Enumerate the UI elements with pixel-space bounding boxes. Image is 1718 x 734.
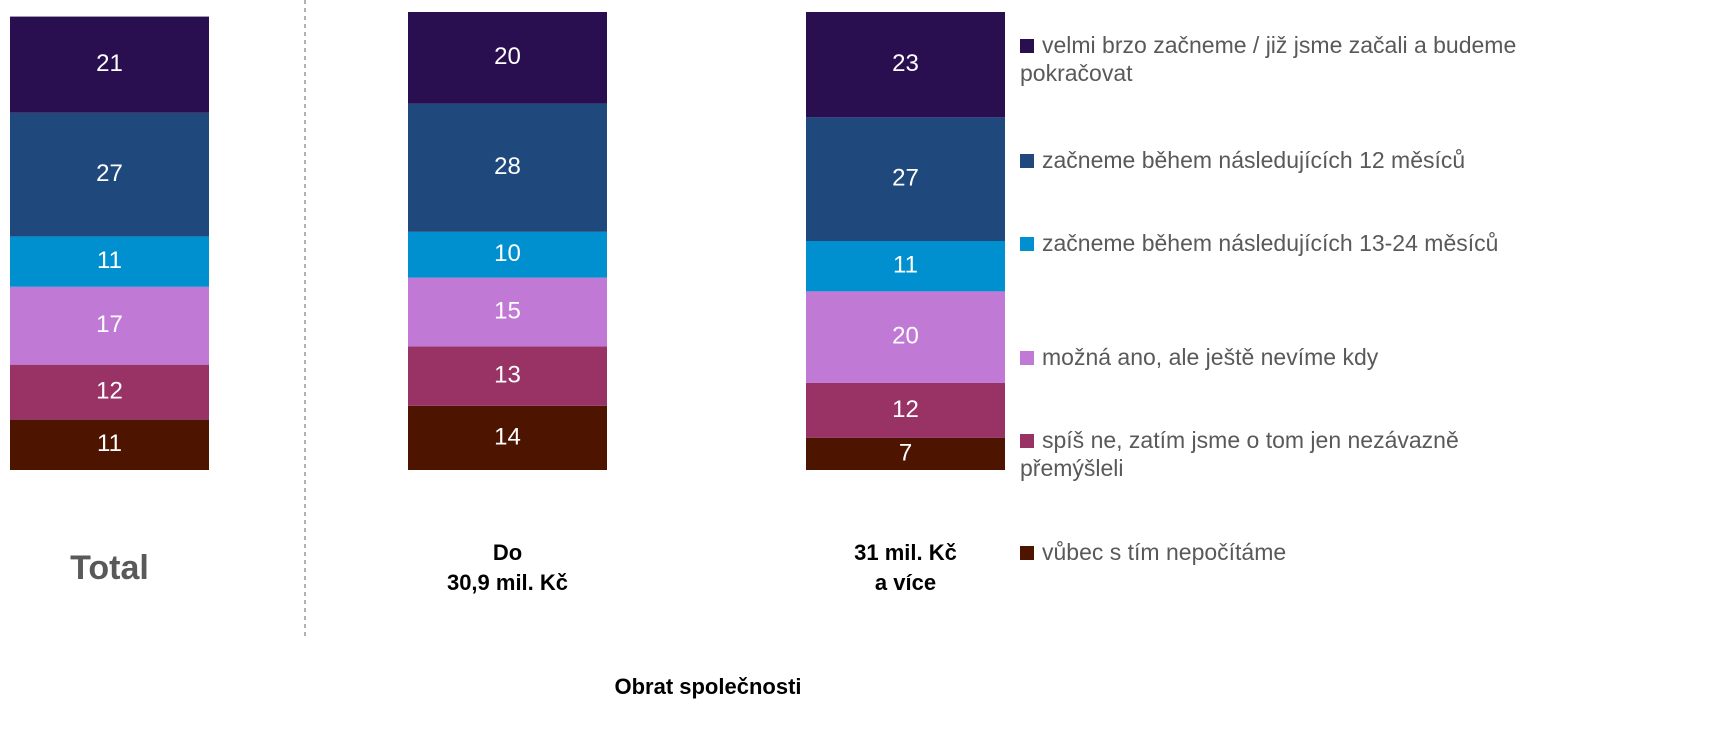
bar-segment bbox=[10, 112, 209, 237]
bar-segment bbox=[10, 364, 209, 420]
data-label: 13 bbox=[494, 361, 521, 388]
bar-segment bbox=[10, 236, 209, 287]
legend-item: začneme během následujících 12 měsíců bbox=[1020, 146, 1540, 174]
data-label: 17 bbox=[96, 311, 123, 338]
bar-segment bbox=[408, 405, 607, 470]
category-label: Total bbox=[70, 549, 149, 587]
legend-item: začneme během následujících 13-24 měsíců bbox=[1020, 229, 1540, 257]
bar-segment bbox=[806, 241, 1005, 292]
bar-segment bbox=[806, 382, 1005, 438]
data-label: 7 bbox=[899, 439, 912, 466]
category-label: 31 mil. Kč a více bbox=[854, 540, 957, 595]
bar-segment bbox=[408, 12, 607, 104]
legend-swatch bbox=[1020, 236, 1034, 251]
data-label: 23 bbox=[892, 50, 919, 77]
bar-segment bbox=[10, 286, 209, 365]
legend-item: vůbec s tím nepočítáme bbox=[1020, 538, 1540, 566]
data-label: 11 bbox=[97, 430, 122, 457]
legend-label: vůbec s tím nepočítáme bbox=[1042, 539, 1287, 565]
legend-item: možná ano, ale ještě nevíme kdy bbox=[1020, 343, 1540, 371]
legend-label: začneme během následujících 13-24 měsíců bbox=[1042, 230, 1499, 256]
bar-segment bbox=[408, 277, 607, 347]
bar-segment bbox=[806, 12, 1005, 118]
data-label: 28 bbox=[494, 153, 521, 180]
data-label: 12 bbox=[892, 396, 919, 423]
bar-segment bbox=[408, 103, 607, 232]
data-label: 20 bbox=[494, 43, 521, 70]
legend-swatch bbox=[1020, 433, 1034, 448]
data-label: 15 bbox=[494, 297, 521, 324]
legend-swatch bbox=[1020, 38, 1034, 53]
legend-label: velmi brzo začneme / již jsme začali a b… bbox=[1020, 32, 1517, 86]
data-label: 20 bbox=[892, 323, 919, 350]
legend-label: možná ano, ale ještě nevíme kdy bbox=[1042, 344, 1379, 370]
bar-segment bbox=[806, 291, 1005, 383]
data-label: 27 bbox=[96, 160, 123, 187]
legend-swatch bbox=[1020, 545, 1034, 560]
data-label: 11 bbox=[97, 247, 122, 274]
bar-segment bbox=[10, 16, 209, 113]
data-label: 12 bbox=[96, 377, 123, 404]
data-label: 21 bbox=[96, 50, 123, 77]
legend-item: spíš ne, zatím jsme o tom jen nezávazně … bbox=[1020, 426, 1540, 482]
legend-item: velmi brzo začneme / již jsme začali a b… bbox=[1020, 31, 1540, 87]
legend-swatch bbox=[1020, 350, 1034, 365]
legend-swatch bbox=[1020, 153, 1034, 168]
bar-segment bbox=[408, 346, 607, 406]
legend-label: začneme během následujících 12 měsíců bbox=[1042, 147, 1466, 173]
x-axis-title: Obrat společnosti bbox=[614, 674, 802, 699]
legend-label: spíš ne, zatím jsme o tom jen nezávazně … bbox=[1020, 427, 1459, 481]
bar-segment bbox=[408, 231, 607, 278]
bar-segment bbox=[806, 437, 1005, 470]
data-label: 14 bbox=[494, 423, 521, 450]
category-label: Do 30,9 mil. Kč bbox=[446, 540, 569, 595]
data-label: 27 bbox=[892, 165, 919, 192]
data-label: 10 bbox=[494, 240, 521, 267]
bar-segment bbox=[806, 117, 1005, 241]
bar-segment bbox=[10, 419, 209, 470]
data-label: 11 bbox=[893, 252, 918, 279]
